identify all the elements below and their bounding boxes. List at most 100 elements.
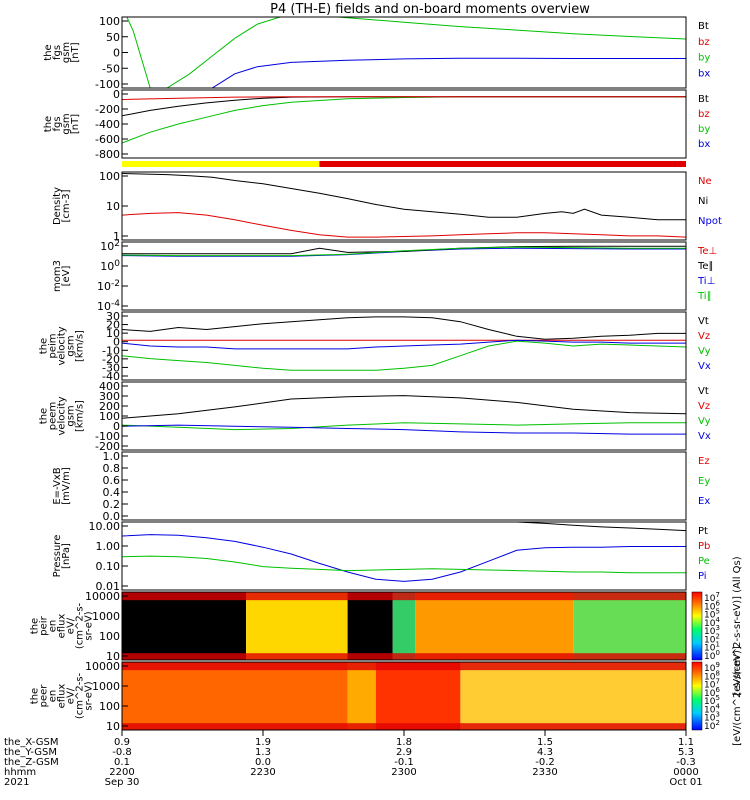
x-row-value: Sep 30	[105, 777, 140, 788]
legend-entry-Vx: Vx	[698, 431, 711, 442]
y-tick-label: -50	[102, 62, 120, 75]
spectrogram-block-3	[460, 662, 686, 730]
plot-frame	[121, 241, 687, 311]
legend-entry-Bt: Bt	[698, 21, 709, 32]
legend-entry-Vz: Vz	[698, 331, 710, 342]
x-row-value: -0.3	[676, 757, 696, 768]
series-line-Vt	[122, 395, 686, 419]
y-axis-label: [nT]	[70, 42, 81, 62]
x-row-value: 1.9	[255, 737, 271, 748]
y-tick-label: 100	[99, 700, 120, 713]
spectrogram-block-5	[573, 592, 686, 660]
x-row-value: 0000	[673, 767, 698, 778]
y-axis-label: peir	[39, 615, 50, 635]
y-tick-label: -20	[102, 353, 120, 366]
y-tick-label: 100	[99, 170, 120, 183]
y-axis-label: peim	[48, 333, 59, 358]
x-row-value: -0.2	[535, 757, 555, 768]
y-tick-label: 100	[99, 410, 120, 423]
y-axis-label: eflux	[57, 684, 68, 709]
y-tick-label: 102	[100, 239, 120, 253]
spectrogram-low-energy-band	[122, 653, 686, 660]
x-row-value: 1.3	[255, 747, 271, 758]
x-row-value: 0.9	[114, 737, 130, 748]
spectrogram-high-energy-band	[122, 662, 686, 671]
y-axis-label: [mV/m]	[61, 467, 72, 505]
y-axis-label: velocity	[57, 326, 68, 365]
y-axis-label: peer	[39, 684, 50, 708]
plot-frame	[121, 591, 687, 661]
x-row-value: 1.8	[396, 737, 412, 748]
y-axis-label: (cm^2-s-	[75, 672, 86, 719]
series-line-bx	[211, 57, 686, 88]
y-tick-label: -10	[102, 344, 120, 357]
y-tick-label: 400	[99, 380, 120, 393]
y-axis-label: en	[48, 620, 59, 633]
legend-entry-Ey: Ey	[698, 476, 710, 487]
y-tick-label: 10000	[85, 660, 120, 673]
x-row-value: 2.9	[396, 747, 412, 758]
y-axis-label: velocity	[57, 396, 68, 435]
series-line-by	[122, 96, 686, 144]
x-row-value: 1.1	[678, 737, 694, 748]
series-line-Pe	[122, 555, 686, 574]
panel-efield: 1.00.80.60.40.20.0 E=-VxB[mV/m] Ez Ey Ex	[52, 450, 710, 523]
y-axis-label: gsm	[61, 113, 72, 134]
legend-entry-bz: bz	[698, 109, 710, 120]
legend-entry-Vt: Vt	[698, 316, 709, 327]
legend-entry-Vy: Vy	[698, 346, 711, 357]
y-axis-label: gsm	[61, 42, 72, 63]
spectrogram-block-4	[415, 592, 574, 660]
y-tick-label: 200	[99, 400, 120, 413]
legend-entry-Pi: Pi	[698, 571, 707, 582]
y-tick-label: 30	[106, 310, 120, 323]
panel-density: 100 10 1 Density[cm-3] Ne Ni Npot	[52, 170, 722, 243]
y-axis-label: mom3	[52, 260, 63, 292]
y-axis-label: (cm^2-s-	[75, 602, 86, 649]
y-tick-label: 1000	[92, 610, 120, 623]
legend-entry-Ti∥: Ti∥	[697, 291, 712, 302]
y-axis-label: sr-eV)	[84, 611, 95, 640]
legend-entry-bx: bx	[698, 139, 710, 150]
legend-entry-Vz: Vz	[698, 401, 710, 412]
legend-entry-by: by	[698, 53, 710, 64]
legend-entry-Npot: Npot	[698, 216, 722, 227]
legend-entry-Bt: Bt	[698, 94, 709, 105]
spectrogram-block-2	[347, 592, 393, 660]
y-tick-label: 10	[106, 200, 120, 213]
y-axis-label: E=-VxB	[52, 467, 63, 504]
x-row-value: 1.5	[537, 737, 553, 748]
mode-bar-fast-survey	[319, 161, 686, 167]
y-tick-label: 0	[113, 47, 120, 60]
series-line-Vy	[122, 340, 686, 371]
plot-frame	[121, 521, 687, 591]
y-tick-label: -200	[95, 103, 120, 116]
legend-entry-bx: bx	[698, 68, 710, 79]
y-tick-label: 0	[113, 88, 120, 101]
x-row-value: 5.3	[678, 747, 694, 758]
x-row-label: hhmm	[4, 767, 36, 778]
y-tick-label: 0.4	[103, 486, 121, 499]
y-tick-label: 10	[106, 720, 120, 733]
series-line-bz	[122, 96, 686, 100]
mode-bar-slow-survey	[122, 161, 320, 167]
legend-entry-by: by	[698, 124, 710, 135]
y-tick-label: 100	[99, 630, 120, 643]
y-axis-label: the	[30, 688, 41, 704]
y-tick-label: 0.0	[103, 510, 121, 523]
x-row-value: Oct 01	[669, 777, 702, 788]
series-line-Pi	[122, 534, 686, 582]
y-tick-label: 300	[99, 390, 120, 403]
y-tick-label: 1000	[92, 680, 120, 693]
y-tick-label: 0.2	[103, 498, 121, 511]
y-axis-label: the	[39, 408, 50, 424]
y-tick-label: -800	[95, 148, 120, 161]
series-line-Vy	[122, 422, 686, 431]
plot-frame	[121, 171, 687, 241]
y-axis-label: [km/s]	[75, 330, 86, 362]
colorbar	[691, 661, 703, 731]
